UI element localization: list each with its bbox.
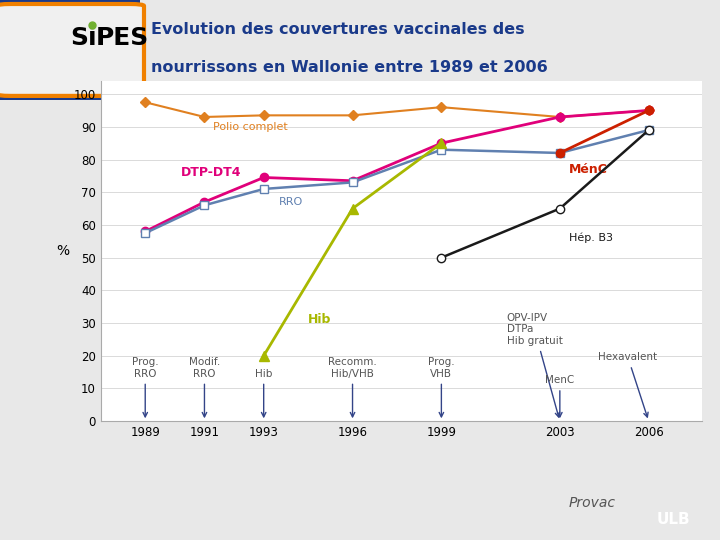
Text: Prog.
RRO: Prog. RRO	[132, 357, 158, 417]
Text: Recomm.
Hib/VHB: Recomm. Hib/VHB	[328, 357, 377, 417]
Y-axis label: %: %	[56, 244, 69, 258]
Text: RRO: RRO	[279, 197, 302, 207]
Text: Polio complet: Polio complet	[213, 122, 288, 132]
Text: MénC: MénC	[569, 163, 608, 176]
Text: Prog.
VHB: Prog. VHB	[428, 357, 455, 417]
Text: Evolution des couvertures vaccinales des: Evolution des couvertures vaccinales des	[151, 23, 525, 37]
Text: ULB: ULB	[657, 512, 690, 527]
Text: Si: Si	[71, 26, 97, 50]
Text: Hép. B3: Hép. B3	[569, 233, 613, 243]
Text: Hib: Hib	[255, 369, 272, 417]
FancyBboxPatch shape	[0, 4, 144, 96]
Text: Provac: Provac	[569, 496, 616, 510]
Text: Hexavalent: Hexavalent	[598, 352, 657, 417]
Text: PES: PES	[96, 26, 149, 50]
Text: DTP-DT4: DTP-DT4	[181, 166, 241, 179]
Text: Hib: Hib	[308, 313, 331, 326]
Text: Modif.
RRO: Modif. RRO	[189, 357, 220, 417]
Text: MenC: MenC	[545, 375, 575, 417]
Text: OPV-IPV
DTPa
Hib gratuit: OPV-IPV DTPa Hib gratuit	[507, 313, 562, 417]
Bar	[0, 0, 140, 100]
Text: nourrissons en Wallonie entre 1989 et 2006: nourrissons en Wallonie entre 1989 et 20…	[151, 60, 548, 76]
